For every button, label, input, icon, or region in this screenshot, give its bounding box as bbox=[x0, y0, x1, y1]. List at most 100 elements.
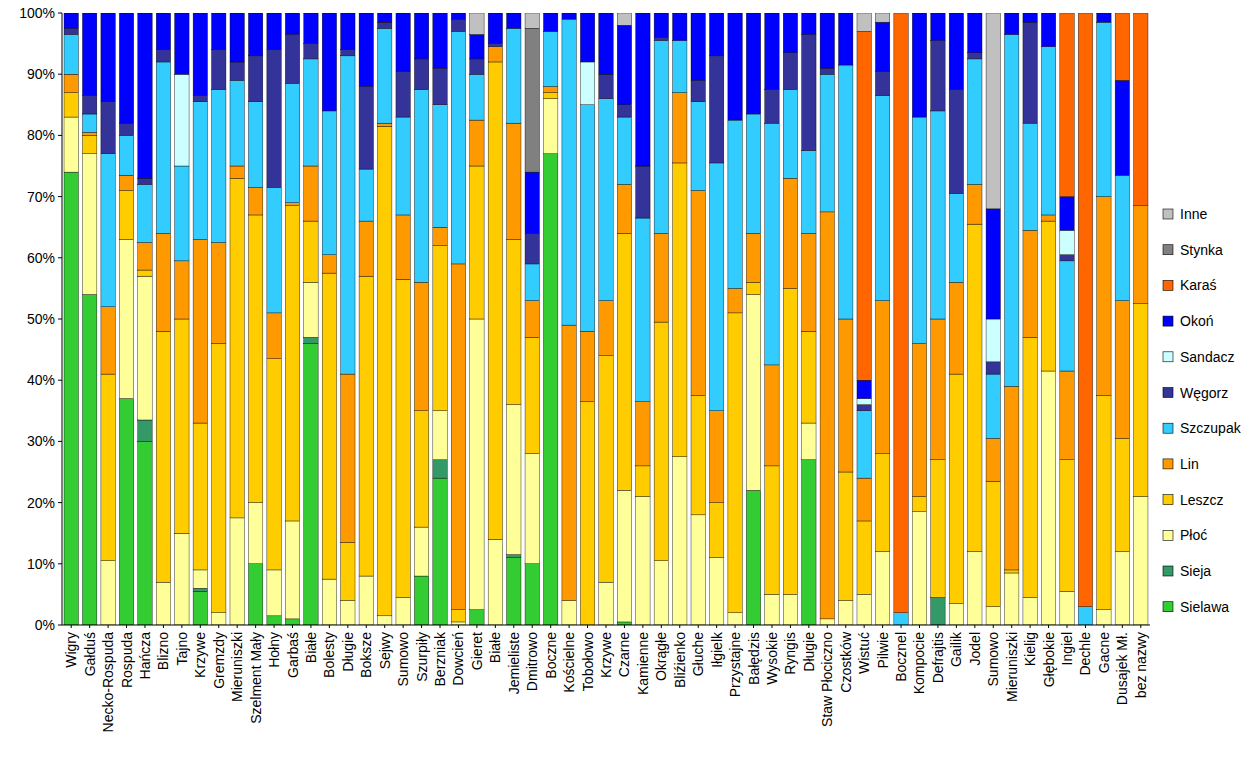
bar-segment bbox=[875, 22, 889, 71]
y-tick bbox=[58, 74, 62, 75]
bar-segment bbox=[341, 542, 355, 600]
bar-segment bbox=[433, 478, 447, 625]
bar-segment bbox=[783, 13, 797, 14]
bar-segment bbox=[267, 50, 281, 188]
bar-segment bbox=[322, 13, 336, 14]
bar-segment bbox=[138, 13, 152, 14]
bar-segment bbox=[525, 564, 539, 625]
x-tick-label: Iłgielk bbox=[709, 631, 725, 668]
legend-swatch bbox=[1163, 388, 1173, 398]
bar-segment bbox=[212, 90, 226, 243]
bar-segment bbox=[931, 13, 945, 14]
bar-segment bbox=[414, 59, 428, 90]
bar-segment bbox=[968, 184, 982, 224]
bar-segment bbox=[580, 13, 594, 14]
bar-segment bbox=[359, 276, 373, 576]
y-tick bbox=[58, 196, 62, 197]
bar-segment bbox=[64, 28, 78, 34]
bar-segment bbox=[802, 13, 816, 14]
legend-swatch bbox=[1163, 495, 1173, 505]
bar-segment bbox=[248, 564, 262, 625]
bar-segment bbox=[599, 301, 613, 356]
x-tick bbox=[458, 625, 459, 628]
bar-segment bbox=[212, 613, 226, 625]
legend-label: Leszcz bbox=[1180, 492, 1224, 508]
legend-label: Szczupak bbox=[1180, 420, 1242, 436]
bar-segment bbox=[765, 90, 779, 124]
bar-segment bbox=[654, 13, 668, 14]
bar-segment bbox=[64, 13, 78, 14]
x-tick-label: Mieruniszki bbox=[229, 632, 245, 702]
bar-segment bbox=[1097, 13, 1111, 14]
legend-swatch bbox=[1163, 245, 1173, 255]
bar-segment bbox=[839, 65, 853, 319]
x-tick-label: Szelment Mały bbox=[248, 632, 264, 724]
bar-segment bbox=[1041, 47, 1055, 215]
bar-segment bbox=[101, 561, 115, 625]
bar-segment bbox=[175, 533, 189, 625]
bar-segment bbox=[507, 13, 521, 14]
x-tick-label: Dowcień bbox=[450, 632, 466, 686]
y-tick-label: 20% bbox=[27, 495, 55, 511]
bar-segment bbox=[470, 610, 484, 625]
bar-segment bbox=[433, 13, 447, 14]
bar-segment bbox=[746, 13, 760, 14]
bar-segment bbox=[949, 13, 963, 14]
bar-segment bbox=[119, 13, 133, 14]
legend-swatch bbox=[1163, 459, 1173, 469]
x-tick-label: Bolesty bbox=[321, 632, 337, 678]
bar-segment bbox=[193, 423, 207, 570]
bar-segment bbox=[304, 343, 318, 625]
bar-segment bbox=[212, 50, 226, 90]
bar-segment bbox=[82, 114, 96, 132]
bar-segment bbox=[654, 37, 668, 40]
bar-segment bbox=[248, 102, 262, 188]
bar-segment bbox=[1060, 261, 1074, 371]
bar-segment bbox=[562, 13, 576, 14]
x-tick-label: Sumowo bbox=[395, 632, 411, 687]
x-tick-label: Bliźienko bbox=[672, 632, 688, 688]
bar-segment bbox=[820, 13, 834, 14]
x-tick bbox=[1103, 625, 1104, 628]
bar-segment bbox=[1078, 607, 1092, 625]
bar-segment bbox=[285, 13, 299, 34]
bar-segment bbox=[783, 53, 797, 90]
bar-segment bbox=[507, 555, 521, 558]
bar-segment bbox=[175, 13, 189, 14]
bar-segment bbox=[1041, 221, 1055, 371]
x-tick bbox=[790, 625, 791, 628]
bar-segment bbox=[949, 13, 963, 14]
bar-segment bbox=[267, 616, 281, 625]
bar-segment bbox=[543, 13, 557, 14]
bar-segment bbox=[414, 13, 428, 14]
bar-segment bbox=[949, 604, 963, 625]
bar-segment bbox=[580, 13, 594, 14]
x-tick-label: Dechle bbox=[1077, 632, 1093, 676]
bar-segment bbox=[451, 610, 465, 622]
bar-segment bbox=[119, 239, 133, 398]
bar-segment bbox=[119, 175, 133, 190]
bar-segment bbox=[1134, 13, 1148, 14]
bar-segment bbox=[433, 411, 447, 460]
bar-segment bbox=[820, 74, 834, 212]
x-tick bbox=[218, 625, 219, 628]
bar-segment bbox=[636, 13, 650, 14]
bar-segment bbox=[175, 74, 189, 166]
bar-segment bbox=[507, 405, 521, 555]
bar-segment bbox=[304, 44, 318, 59]
bar-segment bbox=[709, 13, 723, 14]
bar-segment bbox=[341, 374, 355, 542]
bar-segment bbox=[359, 169, 373, 221]
x-tick bbox=[89, 625, 90, 628]
x-tick-label: Gremzdy bbox=[211, 632, 227, 689]
x-tick bbox=[864, 625, 865, 628]
x-tick bbox=[1140, 625, 1141, 628]
bar-segment bbox=[470, 59, 484, 74]
bar-segment bbox=[138, 13, 152, 14]
bar-segment bbox=[1115, 13, 1129, 14]
bar-segment bbox=[986, 374, 1000, 438]
y-tick-label: 0% bbox=[35, 617, 55, 633]
bar-segment bbox=[470, 319, 484, 610]
x-tick-label: Ingiel bbox=[1059, 632, 1075, 665]
bar-segment bbox=[101, 307, 115, 374]
